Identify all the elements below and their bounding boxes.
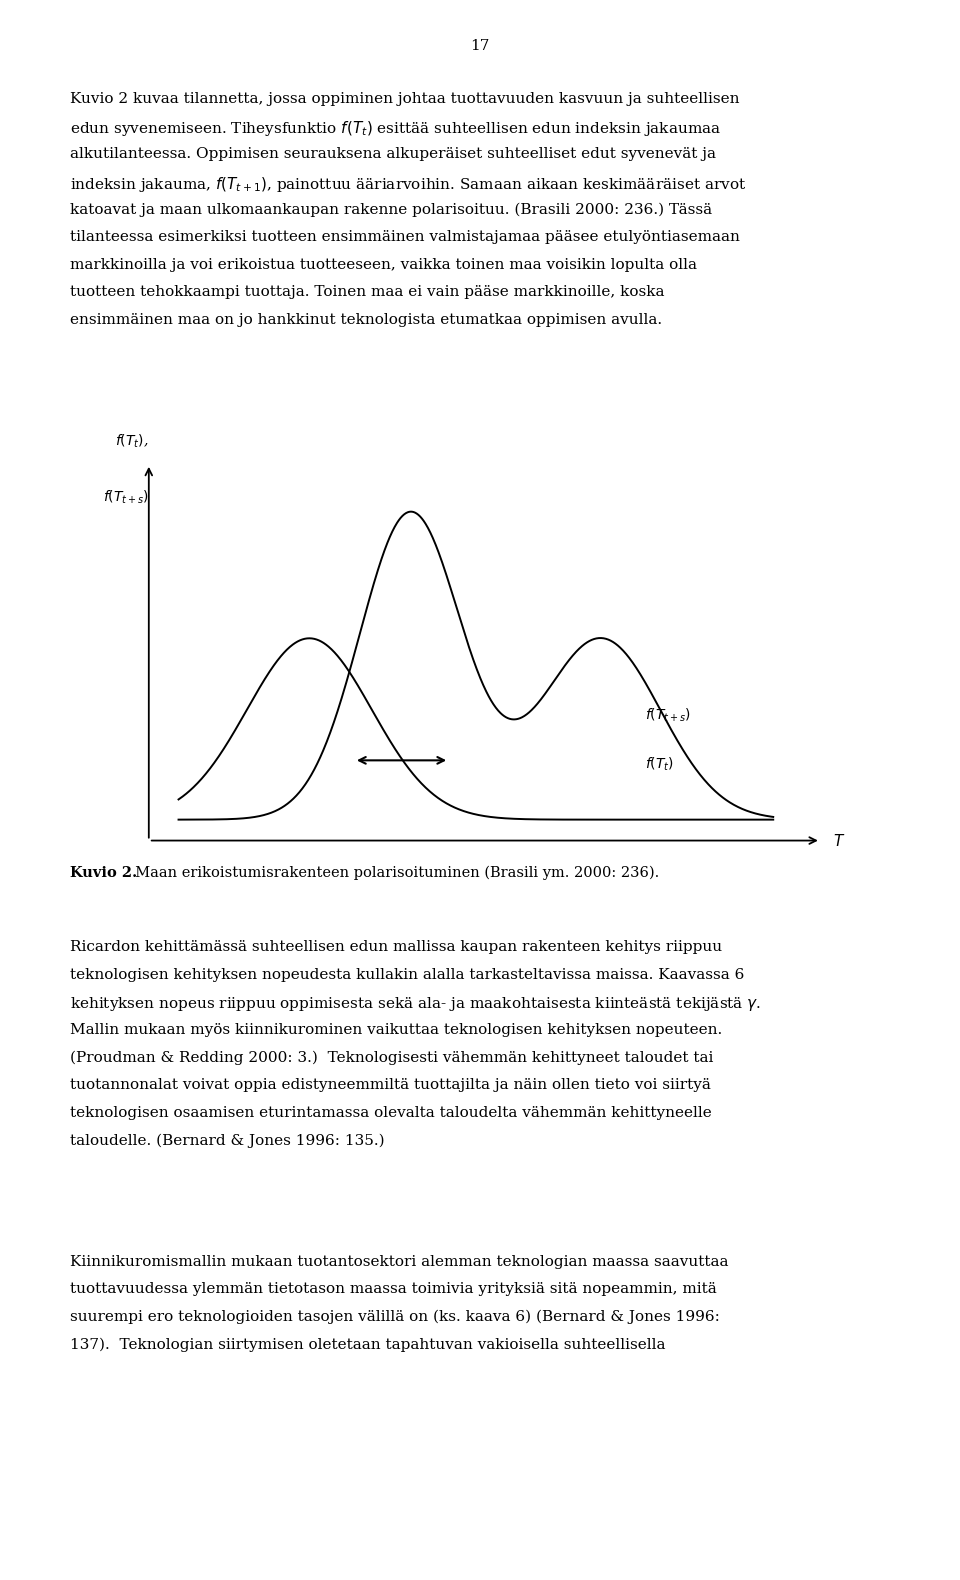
Text: tuotteen tehokkaampi tuottaja. Toinen maa ei vain pääse markkinoille, koska: tuotteen tehokkaampi tuottaja. Toinen ma… bbox=[70, 284, 664, 299]
Text: edun syvenemiseen. Tiheysfunktio $f\left(T_t\right)$ esittää suhteellisen edun i: edun syvenemiseen. Tiheysfunktio $f\left… bbox=[70, 120, 721, 139]
Text: ensimmäinen maa on jo hankkinut teknologista etumatkaa oppimisen avulla.: ensimmäinen maa on jo hankkinut teknolog… bbox=[70, 313, 662, 327]
Text: markkinoilla ja voi erikoistua tuotteeseen, vaikka toinen maa voisikin lopulta o: markkinoilla ja voi erikoistua tuotteese… bbox=[70, 258, 697, 272]
Text: $f(T_{t+s})$: $f(T_{t+s})$ bbox=[103, 488, 149, 506]
Text: 17: 17 bbox=[470, 38, 490, 52]
Text: (Proudman & Redding 2000: 3.)  Teknologisesti vähemmän kehittyneet taloudet tai: (Proudman & Redding 2000: 3.) Teknologis… bbox=[70, 1051, 713, 1065]
Text: tuottavuudessa ylemmän tietotason maassa toimivia yrityksiä sitä nopeammin, mitä: tuottavuudessa ylemmän tietotason maassa… bbox=[70, 1283, 717, 1296]
Text: suurempi ero teknologioiden tasojen välillä on (ks. kaava 6) (Bernard & Jones 19: suurempi ero teknologioiden tasojen väli… bbox=[70, 1310, 720, 1324]
Text: Maan erikoistumisrakenteen polarisoituminen (Brasili ym. 2000: 236).: Maan erikoistumisrakenteen polarisoitumi… bbox=[126, 866, 659, 880]
Text: Ricardon kehittämässä suhteellisen edun mallissa kaupan rakenteen kehitys riippu: Ricardon kehittämässä suhteellisen edun … bbox=[70, 940, 722, 954]
Text: Kuvio 2 kuvaa tilannetta, jossa oppiminen johtaa tuottavuuden kasvuun ja suhteel: Kuvio 2 kuvaa tilannetta, jossa oppimine… bbox=[70, 92, 739, 106]
Text: 137).  Teknologian siirtymisen oletetaan tapahtuvan vakioisella suhteellisella: 137). Teknologian siirtymisen oletetaan … bbox=[70, 1337, 665, 1352]
Text: katoavat ja maan ulkomaankaupan rakenne polarisoituu. (Brasili 2000: 236.) Tässä: katoavat ja maan ulkomaankaupan rakenne … bbox=[70, 202, 712, 216]
Text: Kiinnikuromismallin mukaan tuotantosektori alemman teknologian maassa saavuttaa: Kiinnikuromismallin mukaan tuotantosekto… bbox=[70, 1255, 729, 1269]
Text: Kuvio 2.: Kuvio 2. bbox=[70, 866, 137, 880]
Text: Mallin mukaan myös kiinnikurominen vaikuttaa teknologisen kehityksen nopeuteen.: Mallin mukaan myös kiinnikurominen vaiku… bbox=[70, 1024, 722, 1036]
Text: taloudelle. (Bernard & Jones 1996: 135.): taloudelle. (Bernard & Jones 1996: 135.) bbox=[70, 1134, 385, 1149]
Text: $T$: $T$ bbox=[832, 833, 845, 848]
Text: tuotannonalat voivat oppia edistyneemmiltä tuottajilta ja näin ollen tieto voi s: tuotannonalat voivat oppia edistyneemmil… bbox=[70, 1078, 711, 1092]
Text: $f(T_{t+s})$: $f(T_{t+s})$ bbox=[645, 706, 691, 725]
Text: teknologisen kehityksen nopeudesta kullakin alalla tarkasteltavissa maissa. Kaav: teknologisen kehityksen nopeudesta kulla… bbox=[70, 967, 744, 981]
Text: alkutilanteessa. Oppimisen seurauksena alkuperäiset suhteelliset edut syvenevät : alkutilanteessa. Oppimisen seurauksena a… bbox=[70, 147, 716, 161]
Text: indeksin jakauma, $f\left(T_{t+1}\right)$, painottuu ääriarvoihin. Samaan aikaan: indeksin jakauma, $f\left(T_{t+1}\right)… bbox=[70, 175, 746, 194]
Text: kehityksen nopeus riippuu oppimisesta sekä ala- ja maakohtaisesta kiinteästä tek: kehityksen nopeus riippuu oppimisesta se… bbox=[70, 995, 761, 1013]
Text: teknologisen osaamisen eturintamassa olevalta taloudelta vähemmän kehittyneelle: teknologisen osaamisen eturintamassa ole… bbox=[70, 1106, 711, 1120]
Text: $f(T_t)$,: $f(T_t)$, bbox=[115, 433, 149, 450]
Text: $f(T_t)$: $f(T_t)$ bbox=[645, 755, 675, 773]
Text: tilanteessa esimerkiksi tuotteen ensimmäinen valmistajamaa pääsee etulyöntiasema: tilanteessa esimerkiksi tuotteen ensimmä… bbox=[70, 231, 740, 243]
